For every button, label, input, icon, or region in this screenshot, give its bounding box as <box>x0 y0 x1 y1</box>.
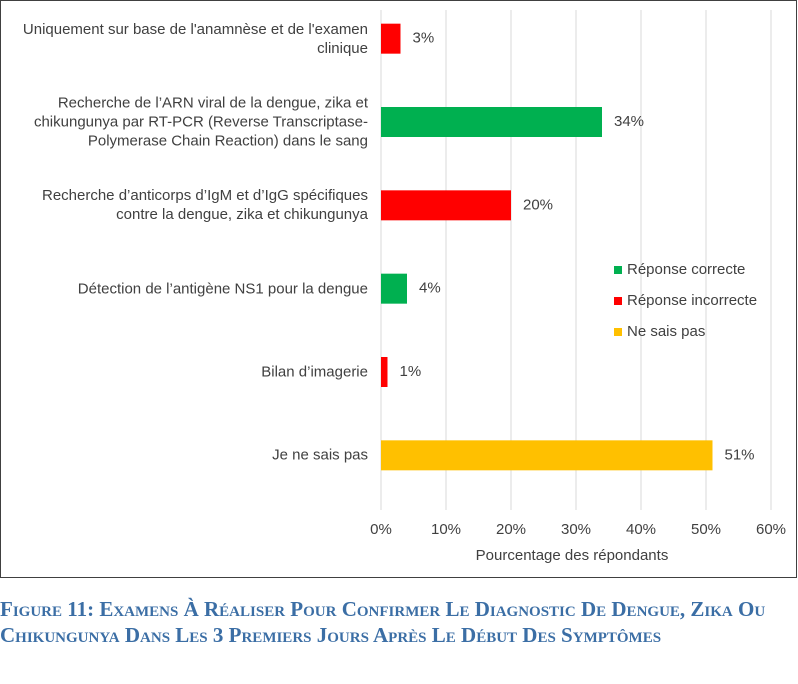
bar <box>381 107 602 137</box>
x-axis-title: Pourcentage des répondants <box>476 547 669 564</box>
data-label: 20% <box>523 196 553 213</box>
y-tick-label: Recherche de l’ARN viral de la dengue, z… <box>33 94 368 150</box>
bar <box>381 440 713 471</box>
y-tick-label: Je ne sais pas <box>272 446 368 464</box>
x-tick-label: 30% <box>561 521 591 538</box>
legend-label: Ne sais pas <box>627 323 705 340</box>
x-tick-label: 60% <box>756 521 786 538</box>
bar <box>381 190 511 221</box>
bar <box>381 23 401 54</box>
legend-swatch <box>614 266 622 274</box>
x-tick-label: 40% <box>626 521 656 538</box>
bar <box>381 273 407 304</box>
chart-frame <box>0 0 797 578</box>
y-tick-label: Recherche d’anticorps d’IgM et d’IgG spé… <box>41 187 368 224</box>
data-label: 4% <box>419 280 441 297</box>
y-tick-label: Bilan d’imagerie <box>261 363 368 381</box>
legend-label: Réponse correcte <box>627 261 745 278</box>
data-label: 51% <box>725 446 755 463</box>
y-tick-label: Uniquement sur base de l'anamnèse et de … <box>22 20 368 57</box>
data-label: 3% <box>413 30 435 47</box>
y-tick-label: Détection de l’antigène NS1 pour la deng… <box>77 280 368 298</box>
x-tick-label: 50% <box>691 521 721 538</box>
bar <box>381 357 388 387</box>
chart: Pourcentage des répondants 0% 10% 20% 30% 40… <box>0 0 797 578</box>
figure-caption: Figure 11: Examens À Réaliser Pour Confi… <box>0 597 766 647</box>
legend-swatch <box>614 297 622 305</box>
legend-swatch <box>614 328 622 336</box>
data-label: 1% <box>400 363 422 380</box>
data-label: 34% <box>614 113 644 130</box>
x-tick-label: 20% <box>496 521 526 538</box>
legend-label: Réponse incorrecte <box>627 292 757 309</box>
x-tick-label: 0% <box>370 521 392 538</box>
x-tick-label: 10% <box>431 521 461 538</box>
